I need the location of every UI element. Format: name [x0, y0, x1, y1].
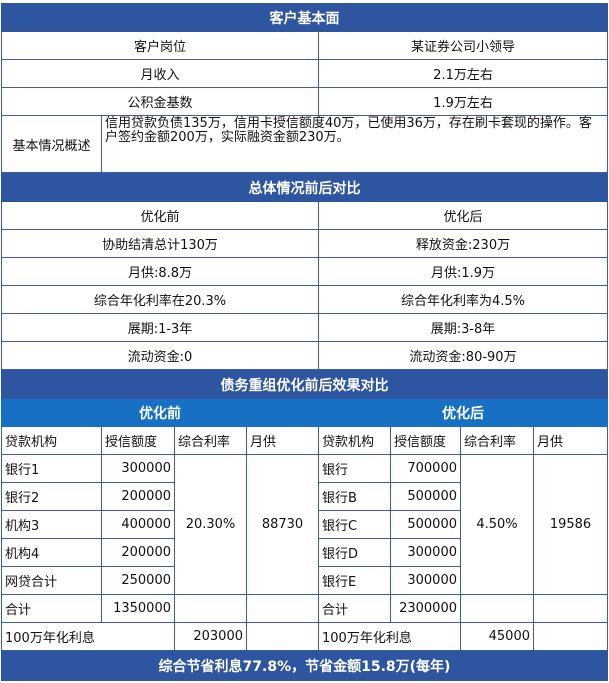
credit-cell: 300000	[101, 454, 175, 483]
credit-cell: 400000	[101, 510, 175, 539]
section-title: 总体情况前后对比	[1, 173, 608, 202]
overall-compare-table: 总体情况前后对比 优化前 优化后 协助结清总计130万 释放资金:230万 月供:8.8…	[1, 173, 608, 370]
after-cell: 展期:3-8年	[318, 313, 608, 342]
credit-cell: 300000	[390, 566, 461, 595]
credit-cell: 700000	[390, 454, 461, 483]
debt-compare-table: 债务重组优化前后效果对比 优化前 优化后 贷款机构 授信额度 综合利率 月供 贷款机构授…	[1, 370, 608, 681]
table-row: 银行1 300000 20.30% 88730 银行 700000 4.50% 19586	[1, 454, 608, 595]
before-cell: 协助结清总计130万	[1, 229, 319, 258]
credit-cell: 500000	[390, 482, 461, 511]
compare-row: 流动资金:0 流动资金:80-90万	[1, 341, 608, 370]
column-header: 贷款机构	[1, 426, 102, 455]
value-cell: 某证券公司小领导	[317, 31, 609, 60]
summary-text: 信用贷款负债135万，信用卡授信额度40万，已使用36万，存在刷卡套现的操作。客…	[100, 115, 609, 173]
lender-cell: 机构4	[1, 538, 102, 567]
section-title: 客户基本面	[0, 3, 609, 32]
table-row: 机构3 400000 银行C 500000	[1, 510, 608, 539]
after-cell: 综合年化利率为4.5%	[318, 285, 608, 314]
lender-cell: 银行2	[1, 482, 102, 511]
before-cell: 优化前	[1, 201, 319, 230]
column-header: 综合利率	[174, 426, 247, 455]
lender-cell: 银行E	[318, 566, 391, 595]
compare-row: 协助结清总计130万 释放资金:230万	[1, 229, 608, 258]
monthly-cell: 88730	[246, 454, 319, 595]
before-cell: 流动资金:0	[1, 341, 319, 370]
interest-label: 100万年化利息	[318, 622, 461, 651]
after-cell: 优化后	[318, 201, 608, 230]
table-row: 机构4 200000 银行D 300000	[1, 538, 608, 567]
table-row: 网贷合计 250000 银行E 300000	[1, 566, 608, 595]
before-cell: 展期:1-3年	[1, 313, 319, 342]
lender-cell: 银行	[318, 454, 391, 483]
lender-cell: 机构3	[1, 510, 102, 539]
before-cell: 月供:8.8万	[1, 257, 319, 286]
total-value: 2300000	[390, 594, 461, 623]
column-header: 月供	[533, 426, 608, 455]
total-label: 合计	[1, 594, 102, 623]
section-title: 债务重组优化前后效果对比	[1, 370, 608, 399]
column-header: 月供	[246, 426, 319, 455]
after-cell: 流动资金:80-90万	[318, 341, 608, 370]
lender-cell: 银行1	[1, 454, 102, 483]
column-header: 授信额度	[101, 426, 175, 455]
compare-row: 优化前 优化后	[1, 201, 608, 230]
after-cell: 释放资金:230万	[318, 229, 608, 258]
debt-restructure-sheet: 客户基本面 客户岗位 某证券公司小领导 月收入 2.1万左右 公积金基数 1.9万左右…	[0, 3, 609, 681]
savings-footer: 综合节省利息77.8%，节省金额15.8万(每年)	[1, 650, 608, 681]
credit-cell: 300000	[390, 538, 461, 567]
lender-cell: 银行D	[318, 538, 391, 567]
credit-cell: 500000	[390, 510, 461, 539]
column-header: 综合利率	[460, 426, 534, 455]
interest-value: 203000	[174, 622, 247, 651]
credit-cell: 250000	[101, 566, 175, 595]
monthly-cell: 19586	[533, 454, 608, 595]
label-cell: 公积金基数	[1, 87, 319, 116]
before-cell: 综合年化利率在20.3%	[1, 285, 319, 314]
total-label: 合计	[318, 594, 391, 623]
lender-cell: 网贷合计	[1, 566, 102, 595]
after-label: 优化后	[318, 398, 608, 427]
before-label: 优化前	[1, 398, 319, 427]
after-cell: 月供:1.9万	[318, 257, 608, 286]
lender-cell: 银行B	[318, 482, 391, 511]
compare-row: 展期:1-3年 展期:3-8年	[1, 313, 608, 342]
column-header: 授信额度	[390, 426, 461, 455]
column-header: 贷款机构	[318, 426, 391, 455]
credit-cell: 200000	[101, 482, 175, 511]
label-cell: 月收入	[1, 59, 319, 88]
lender-cell: 银行C	[318, 510, 391, 539]
value-cell: 2.1万左右	[317, 59, 609, 88]
label-cell: 客户岗位	[1, 31, 319, 60]
interest-label: 100万年化利息	[1, 622, 175, 651]
value-cell: 1.9万左右	[317, 87, 609, 116]
rate-cell: 4.50%	[460, 454, 534, 595]
credit-cell: 200000	[101, 538, 175, 567]
table-row: 银行2 200000 银行B 500000	[1, 482, 608, 511]
rate-cell: 20.30%	[174, 454, 247, 595]
basic-info-table: 客户基本面 客户岗位 某证券公司小领导 月收入 2.1万左右 公积金基数 1.9万左右…	[0, 3, 609, 173]
compare-row: 综合年化利率在20.3% 综合年化利率为4.5%	[1, 285, 608, 314]
summary-label: 基本情况概述	[1, 115, 102, 173]
total-value: 1350000	[101, 594, 175, 623]
compare-row: 月供:8.8万 月供:1.9万	[1, 257, 608, 286]
interest-value: 45000	[460, 622, 534, 651]
